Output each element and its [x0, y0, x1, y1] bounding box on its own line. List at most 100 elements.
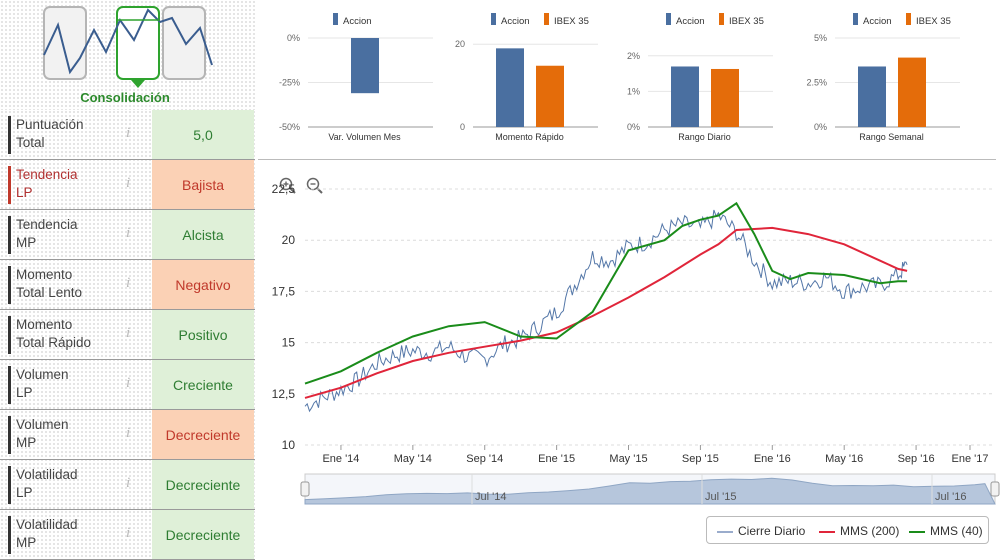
bar-accion[interactable] [671, 66, 699, 127]
info-icon[interactable]: i [126, 425, 131, 441]
indicator-label-line2: MP [16, 535, 37, 550]
indicator-label-line2: LP [16, 485, 33, 500]
info-icon[interactable]: i [126, 125, 131, 141]
info-icon[interactable]: i [126, 525, 131, 541]
series-mms200[interactable] [304, 226, 908, 399]
legend-label[interactable]: IBEX 35 [554, 16, 589, 27]
pattern-option-selected[interactable] [116, 6, 160, 80]
indicator-row: Momento Total Lento i Negativo [0, 260, 255, 310]
indicator-label-line1: Tendencia [16, 217, 78, 232]
navigator-area [304, 477, 996, 505]
legend-label-mms200: MMS (200) [840, 524, 900, 538]
y-tick-label: 2% [627, 51, 640, 61]
bar-accion[interactable] [858, 66, 886, 127]
bar-ibex[interactable] [536, 65, 564, 127]
mini-chart-title: Var. Volumen Mes [328, 132, 401, 142]
y-tick-label: 15 [282, 336, 296, 350]
navigator-handle-left[interactable] [300, 481, 310, 497]
mini-chart-title: Rango Semanal [859, 132, 924, 142]
y-tick-label: 10 [282, 438, 296, 452]
info-icon[interactable]: i [126, 225, 131, 241]
indicator-row: Tendencia LP i Bajista [0, 160, 255, 210]
y-tick-label: -50% [279, 122, 300, 132]
indicator-value: Creciente [152, 360, 254, 409]
indicator-value: Negativo [152, 260, 254, 309]
legend-label[interactable]: Accion [863, 16, 892, 27]
y-tick-label: 2.5% [806, 78, 827, 88]
legend-label-mms40: MMS (40) [930, 524, 983, 538]
mini-chart-1: Accion 0% -25% -50% Var. Volumen Mes [279, 13, 433, 142]
indicator-row: Volumen MP i Decreciente [0, 410, 255, 460]
indicator-value: Positivo [152, 310, 254, 359]
indicator-label: Volatilidad MP [8, 516, 118, 554]
y-tick-label: -25% [279, 78, 300, 88]
indicator-value: Bajista [152, 160, 254, 209]
x-tick-label: Sep '16 [898, 453, 935, 465]
y-tick-label: 5% [814, 33, 827, 43]
pattern-pointer-icon [131, 80, 145, 88]
bar-accion[interactable] [496, 48, 524, 127]
indicator-list: Puntuación Total i 5,0 Tendencia LP i Bajista Te… [0, 110, 255, 560]
indicator-value: 5,0 [152, 110, 254, 159]
indicator-label-line1: Volumen [16, 417, 69, 432]
x-tick-label: Ene '15 [538, 453, 575, 465]
legend-label-price: Cierre Diario [738, 524, 806, 538]
series-cierre-diario[interactable] [304, 209, 908, 413]
series-mms40[interactable] [304, 201, 908, 385]
mini-chart-title: Rango Diario [678, 132, 731, 142]
info-icon[interactable]: i [126, 375, 131, 391]
zoom-out-icon[interactable] [306, 177, 323, 194]
legend-swatch [544, 13, 549, 25]
indicator-label-line2: LP [16, 185, 33, 200]
navigator-label: Jul '16 [935, 491, 966, 503]
x-tick-label: May '16 [825, 453, 863, 465]
indicator-label-line1: Momento [16, 317, 73, 332]
y-tick-label: 0% [287, 33, 300, 43]
x-tick-label: Ene '16 [754, 453, 791, 465]
legend-item-price[interactable]: Cierre Diario [717, 524, 805, 538]
legend-item-mms40[interactable]: MMS (40) [909, 524, 983, 538]
x-tick-label: May '14 [394, 453, 432, 465]
navigator-label: Jul '15 [705, 491, 736, 503]
legend-label[interactable]: Accion [343, 16, 372, 27]
legend-label[interactable]: IBEX 35 [916, 16, 951, 27]
x-tick-label: Ene '17 [952, 453, 989, 465]
mini-chart-title: Momento Rápido [495, 132, 564, 142]
indicator-row: Volatilidad LP i Decreciente [0, 460, 255, 510]
indicator-label-line2: Total Rápido [16, 335, 92, 350]
mini-chart-4: Accion IBEX 35 5% 2.5% 0% Rango Semanal [806, 13, 960, 142]
indicator-row: Tendencia MP i Alcista [0, 210, 255, 260]
legend-label[interactable]: Accion [676, 16, 705, 27]
indicator-label-line1: Momento [16, 267, 73, 282]
y-tick-label: 12,5 [272, 387, 296, 401]
navigator-label: Jul '14 [475, 491, 506, 503]
indicator-label: Volumen LP [8, 366, 118, 404]
y-tick-label: 1% [627, 86, 640, 96]
legend-label[interactable]: Accion [501, 16, 530, 27]
indicator-label: Momento Total Rápido [8, 316, 118, 354]
indicator-label-line1: Volatilidad [16, 467, 78, 482]
info-icon[interactable]: i [126, 475, 131, 491]
info-icon[interactable]: i [126, 325, 131, 341]
legend-swatch [719, 13, 724, 25]
navigator[interactable]: Jul '14 Jul '15 Jul '16 [300, 473, 1000, 505]
price-chart: 10 12,5 15 17,5 20 22,5 Ene '14 May '14 Sep '14 E… [272, 177, 1000, 505]
zoom-in-icon[interactable] [279, 177, 296, 194]
pattern-selector: Consolidación [0, 0, 255, 110]
info-icon[interactable]: i [126, 275, 131, 291]
info-icon[interactable]: i [126, 175, 131, 191]
section-divider [258, 159, 996, 160]
legend-label[interactable]: IBEX 35 [729, 16, 764, 27]
pattern-sparkline [43, 8, 213, 88]
bar-accion[interactable] [351, 38, 379, 94]
bar-ibex[interactable] [898, 57, 926, 127]
legend-item-mms200[interactable]: MMS (200) [819, 524, 899, 538]
navigator-handle-right[interactable] [990, 481, 1000, 497]
legend-swatch [333, 13, 338, 25]
bar-ibex[interactable] [711, 68, 739, 127]
x-tick-label: May '15 [609, 453, 647, 465]
indicator-label-line1: Volumen [16, 367, 69, 382]
y-tick-label: 0% [627, 122, 640, 132]
mini-chart-3: Accion IBEX 35 2% 1% 0% Rango Diario [627, 13, 773, 142]
y-tick-label: 0 [460, 122, 465, 132]
